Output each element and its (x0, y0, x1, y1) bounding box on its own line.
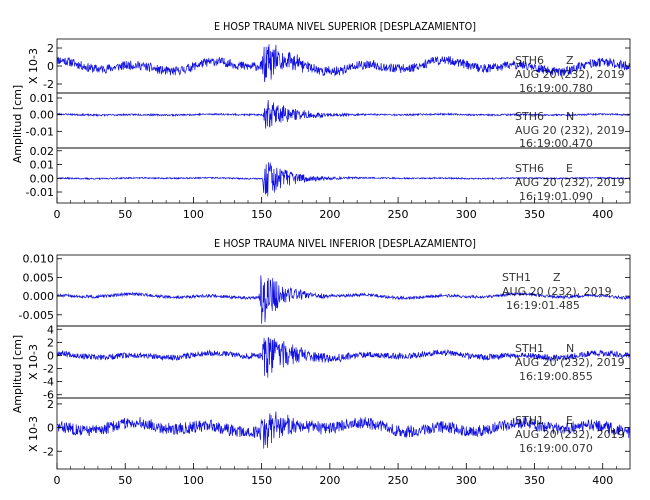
x-axis-superior: 0 50 100 150 200 250 300 350 400 (54, 197, 617, 221)
x-tick-label: 250 (388, 474, 409, 487)
date-label: AUG 20 (232), 2019 (515, 124, 625, 137)
y-tick-label: 4 (47, 323, 54, 336)
trace-line (56, 99, 631, 129)
component-label: Z (553, 271, 561, 284)
time-label: 16:19:01.090 (519, 190, 593, 203)
chart-title-inferior: E HOSP TRAUMA NIVEL INFERIOR [DESPLAZAMI… (214, 237, 476, 250)
x-tick-label: 350 (524, 208, 545, 221)
component-label: N (566, 342, 574, 355)
component-label: Z (566, 54, 574, 67)
y-ticks: -2 0 2 (43, 42, 630, 91)
y-ticks: -2 0 2 (43, 398, 630, 458)
x-tick-label: 0 (54, 474, 61, 487)
station-label: STH1 (515, 414, 544, 427)
y-tick-label: 0.01 (30, 159, 55, 172)
y-tick-label: 0.010 (23, 253, 55, 266)
time-label: 16:19:00.070 (519, 442, 593, 455)
station-label: STH6 (515, 54, 544, 67)
date-label: AUG 20 (232), 2019 (502, 285, 612, 298)
date-label: AUG 20 (232), 2019 (515, 68, 625, 81)
station-label: STH6 (515, 110, 544, 123)
scale-label: X 10-3 (27, 416, 40, 452)
date-label: AUG 20 (232), 2019 (515, 176, 625, 189)
time-label: 16:19:00.470 (519, 137, 593, 150)
trace-line (56, 162, 631, 197)
component-label: N (566, 110, 574, 123)
y-tick-label: -0.005 (19, 309, 54, 322)
panel-inferior-e: -2 0 2 X 10-3 STH1 E AUG 20 (232), 2019 16… (27, 397, 631, 470)
x-tick-label: 150 (251, 474, 272, 487)
x-tick-label: 250 (388, 208, 409, 221)
x-tick-label: 400 (592, 474, 613, 487)
x-tick-label: 200 (319, 474, 340, 487)
chart-group-inferior: E HOSP TRAUMA NIVEL INFERIOR [DESPLAZAMI… (11, 237, 631, 487)
y-tick-label: -0.01 (26, 125, 54, 138)
y-tick-label: -0.01 (26, 186, 54, 199)
panel-superior-z: -2 0 2 X 10-3 STH6 Z AUG 20 (232), 2019 16… (27, 38, 631, 95)
chart-title-superior: E HOSP TRAUMA NIVEL SUPERIOR [DESPLAZAMI… (214, 20, 476, 33)
scale-label: X 10-3 (27, 344, 40, 380)
component-label: E (566, 162, 573, 175)
x-tick-label: 150 (251, 208, 272, 221)
date-label: AUG 20 (232), 2019 (515, 356, 625, 369)
time-label: 16:19:00.780 (519, 82, 593, 95)
y-tick-label: 0 (47, 60, 54, 73)
x-tick-label: 300 (456, 208, 477, 221)
x-tick-label: 100 (183, 208, 204, 221)
station-label: STH6 (515, 162, 544, 175)
y-tick-label: 2 (47, 336, 54, 349)
panel-inferior-z: -0.005 0.000 0.005 0.010 STH1 Z AUG 20 (232… (19, 253, 631, 327)
y-ticks: -0.005 0.000 0.005 0.010 (19, 253, 630, 322)
y-tick-label: 0 (47, 422, 54, 435)
ylabel-superior: Amplitud [cm] (11, 85, 24, 163)
y-tick-label: 0.00 (30, 172, 55, 185)
y-tick-label: -2 (43, 363, 54, 376)
y-tick-label: 0.02 (30, 145, 55, 158)
trace-line (56, 275, 631, 324)
y-tick-label: -4 (43, 376, 54, 389)
component-label: E (566, 414, 573, 427)
date-label: AUG 20 (232), 2019 (515, 428, 625, 441)
panel-superior-n: -0.010.000.01 STH6 N AUG 20 (232), 2019 … (26, 92, 631, 150)
y-tick-label: 0.000 (23, 290, 55, 303)
x-tick-label: 200 (319, 208, 340, 221)
panel-superior-e: -0.010.000.010.02 STH6 E AUG 20 (232), 2… (26, 145, 631, 204)
y-tick-label: 2 (47, 42, 54, 55)
chart-group-superior: E HOSP TRAUMA NIVEL SUPERIOR [DESPLAZAMI… (11, 20, 631, 221)
trace-line (56, 44, 631, 83)
y-tick-label: 0.01 (30, 92, 55, 105)
station-label: STH1 (502, 271, 531, 284)
x-tick-label: 400 (592, 208, 613, 221)
y-tick-label: -6 (43, 389, 54, 402)
x-tick-label: 50 (118, 474, 132, 487)
trace-line (56, 337, 631, 378)
x-tick-label: 100 (183, 474, 204, 487)
x-tick-label: 0 (54, 208, 61, 221)
ylabel-inferior: Amplitud [cm] (11, 335, 24, 413)
scale-label: X 10-3 (27, 48, 40, 84)
x-axis-inferior: 0 50 100 150 200 250 300 350 400 (54, 463, 617, 487)
y-tick-label: 2 (47, 398, 54, 411)
x-tick-label: 50 (118, 208, 132, 221)
trace-line (56, 411, 631, 449)
y-tick-label: -2 (43, 445, 54, 458)
y-tick-label: 0.005 (23, 271, 55, 284)
station-label: STH1 (515, 342, 544, 355)
x-tick-label: 300 (456, 474, 477, 487)
time-label: 16:19:01.485 (506, 299, 580, 312)
y-tick-label: -2 (43, 78, 54, 91)
y-tick-label: 0.00 (30, 109, 55, 122)
y-tick-label: 0 (47, 349, 54, 362)
y-ticks: -0.01 0.00 0.01 (26, 92, 630, 138)
time-label: 16:19:00.855 (519, 370, 593, 383)
x-tick-label: 350 (524, 474, 545, 487)
y-ticks: -0.010.000.010.02 (26, 145, 630, 199)
